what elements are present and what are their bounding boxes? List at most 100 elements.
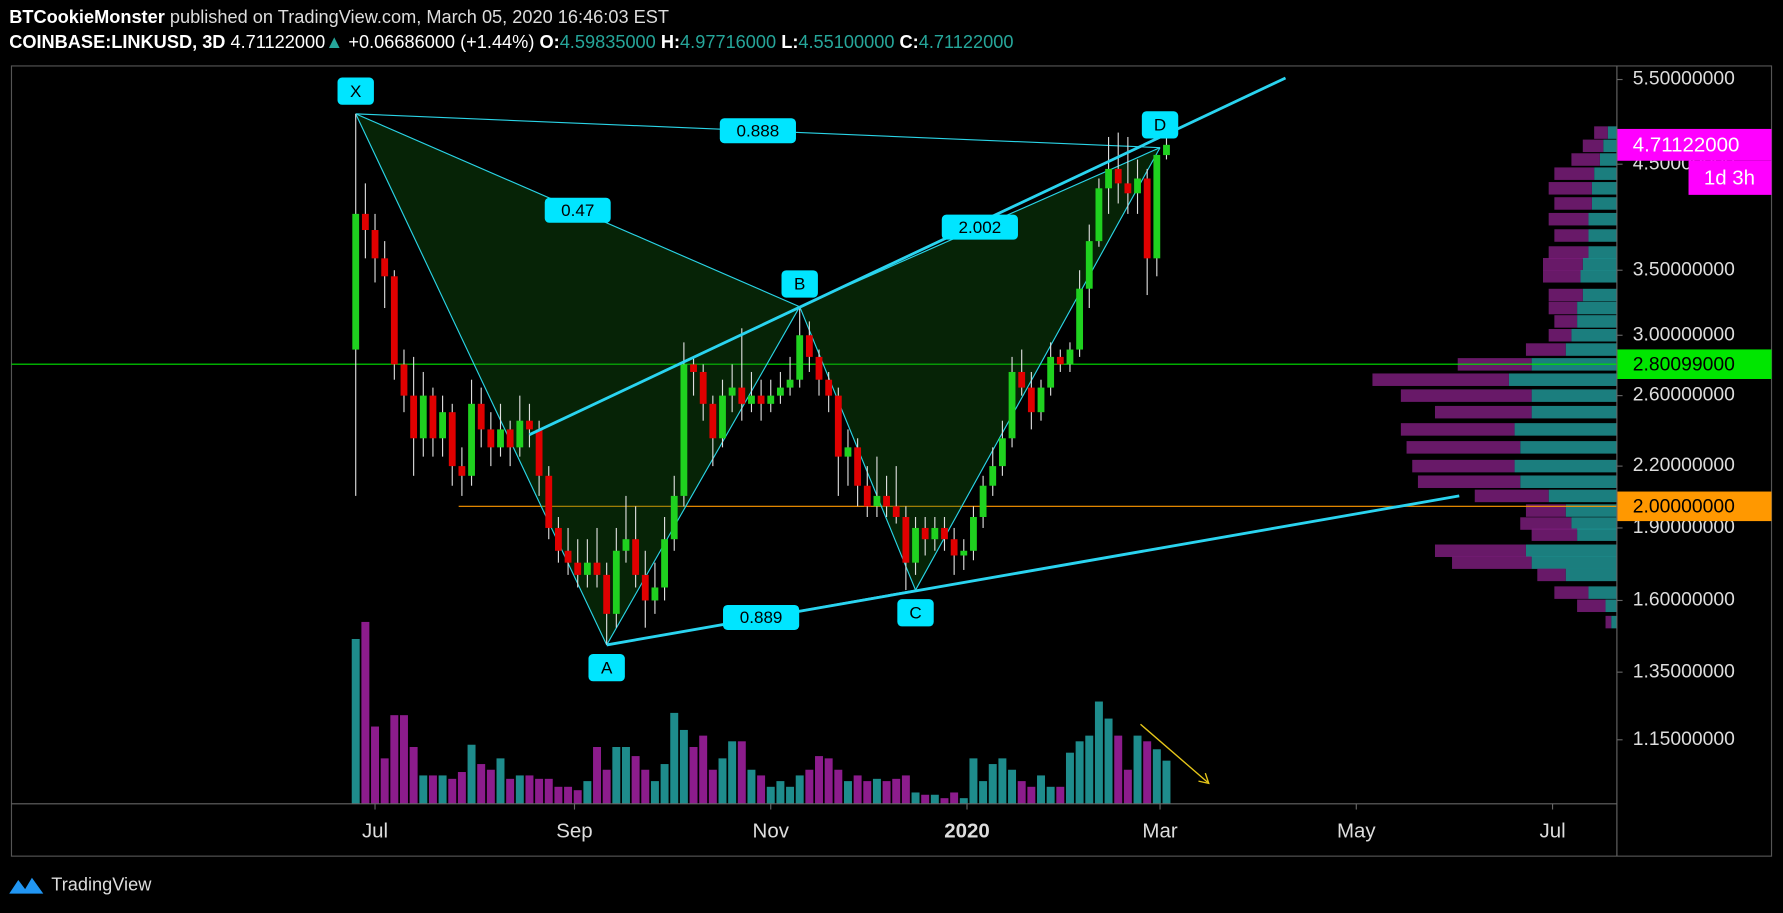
y-tick-label: 5.50000000 xyxy=(1633,69,1735,90)
volume-bar xyxy=(361,621,370,804)
candle-body xyxy=(1037,387,1045,413)
profile-up xyxy=(1531,389,1617,402)
x-tick-label: 2020 xyxy=(944,820,990,843)
profile-down xyxy=(1400,423,1515,436)
profile-up xyxy=(1548,489,1617,503)
candle-body xyxy=(632,539,640,575)
candle-body xyxy=(1008,371,1016,439)
candle-body xyxy=(651,587,659,601)
volume-bar xyxy=(428,775,437,804)
volume-bar xyxy=(602,769,611,804)
y-tick-label: 1.60000000 xyxy=(1633,590,1735,611)
volume-bar xyxy=(1104,718,1113,804)
volume-bar xyxy=(776,781,785,804)
profile-up xyxy=(1588,246,1617,259)
volume-bar xyxy=(699,735,708,804)
x-tick-label: Mar xyxy=(1142,820,1177,843)
candle-body xyxy=(738,387,746,404)
candle-body xyxy=(699,371,707,404)
y-tick-label: 2.20000000 xyxy=(1633,455,1735,476)
volume-bar xyxy=(448,778,457,804)
candle-body xyxy=(719,395,726,439)
pattern-leg xyxy=(606,306,801,646)
y-tick-label: 3.50000000 xyxy=(1633,259,1735,280)
profile-down xyxy=(1542,270,1581,283)
profile-up xyxy=(1520,475,1617,488)
candle-body xyxy=(815,356,823,380)
candle-body xyxy=(970,517,977,551)
point-box xyxy=(588,654,625,682)
volume-bar xyxy=(708,769,717,804)
volume-bar xyxy=(660,764,669,804)
volume-bar xyxy=(930,794,939,804)
candle-body xyxy=(728,387,736,396)
candle-body xyxy=(1143,178,1151,259)
profile-down xyxy=(1542,257,1583,271)
volume-bar xyxy=(380,758,389,804)
symbol-line: COINBASE:LINKUSD, 3D 4.71122000▲ +0.0668… xyxy=(9,32,1013,52)
candle-body xyxy=(477,403,485,430)
volume-bar xyxy=(544,778,553,804)
arrow: ▲ xyxy=(325,32,343,52)
candle-body xyxy=(506,429,514,448)
candle-body xyxy=(776,387,784,396)
volume-bar xyxy=(467,744,476,804)
profile-up xyxy=(1577,528,1617,541)
profile-down xyxy=(1548,288,1583,302)
candle-body xyxy=(960,550,968,556)
ratio-label: 0.47 xyxy=(561,201,594,220)
candle-body xyxy=(709,403,717,439)
profile-up xyxy=(1599,153,1617,166)
point-box xyxy=(337,77,374,105)
volume-bar xyxy=(1008,769,1017,804)
volume-bar xyxy=(515,775,524,804)
profile-down xyxy=(1548,212,1589,226)
profile-up xyxy=(1588,229,1617,242)
candle-body xyxy=(979,485,987,518)
profile-up xyxy=(1577,315,1617,328)
candle-body xyxy=(767,395,775,404)
volume-bar xyxy=(486,769,495,804)
candle-body xyxy=(1066,349,1074,365)
profile-up xyxy=(1607,126,1617,139)
profile-up xyxy=(1531,405,1617,419)
candle-body xyxy=(931,527,939,540)
volume-bar xyxy=(457,772,466,804)
candle-body xyxy=(680,364,688,496)
profile-up xyxy=(1520,441,1617,454)
candle-body xyxy=(912,527,919,563)
volume-bar xyxy=(1027,786,1036,804)
ratio-label: 0.888 xyxy=(737,121,780,140)
countdown-box xyxy=(1688,160,1772,195)
candle-body xyxy=(448,412,456,467)
volume-bar xyxy=(892,778,901,804)
candle-body xyxy=(361,213,369,231)
y-tick-label: 1.35000000 xyxy=(1633,661,1735,682)
volume-bar xyxy=(766,786,775,804)
arrow-line xyxy=(1140,723,1209,783)
point-label: B xyxy=(794,275,805,294)
ratio-label: 2.002 xyxy=(959,218,1002,237)
volume-bar xyxy=(834,769,843,804)
candle-body xyxy=(1105,168,1112,189)
candle-body xyxy=(419,395,427,439)
volume-bar xyxy=(718,758,727,804)
candle-body xyxy=(593,562,601,575)
volume-bar xyxy=(747,769,756,804)
profile-down xyxy=(1548,301,1578,315)
price-label-box xyxy=(1616,349,1772,379)
plot: 0.8880.472.0020.889XABCD5.500000004.5000… xyxy=(11,69,1772,843)
ohlc-value: 4.97716000 xyxy=(680,32,776,52)
candle-body xyxy=(622,539,630,551)
ohlc-label: L: xyxy=(781,32,798,52)
profile-up xyxy=(1525,544,1617,558)
profile-down xyxy=(1594,126,1608,139)
profile-down xyxy=(1434,544,1526,558)
volume-bar xyxy=(593,747,601,804)
candle-body xyxy=(574,562,582,575)
annotation-arrow xyxy=(1140,723,1210,785)
profile-down xyxy=(1577,599,1606,613)
volume-bar xyxy=(554,786,563,804)
profile-up xyxy=(1582,288,1617,302)
volume-bar xyxy=(1094,701,1103,804)
